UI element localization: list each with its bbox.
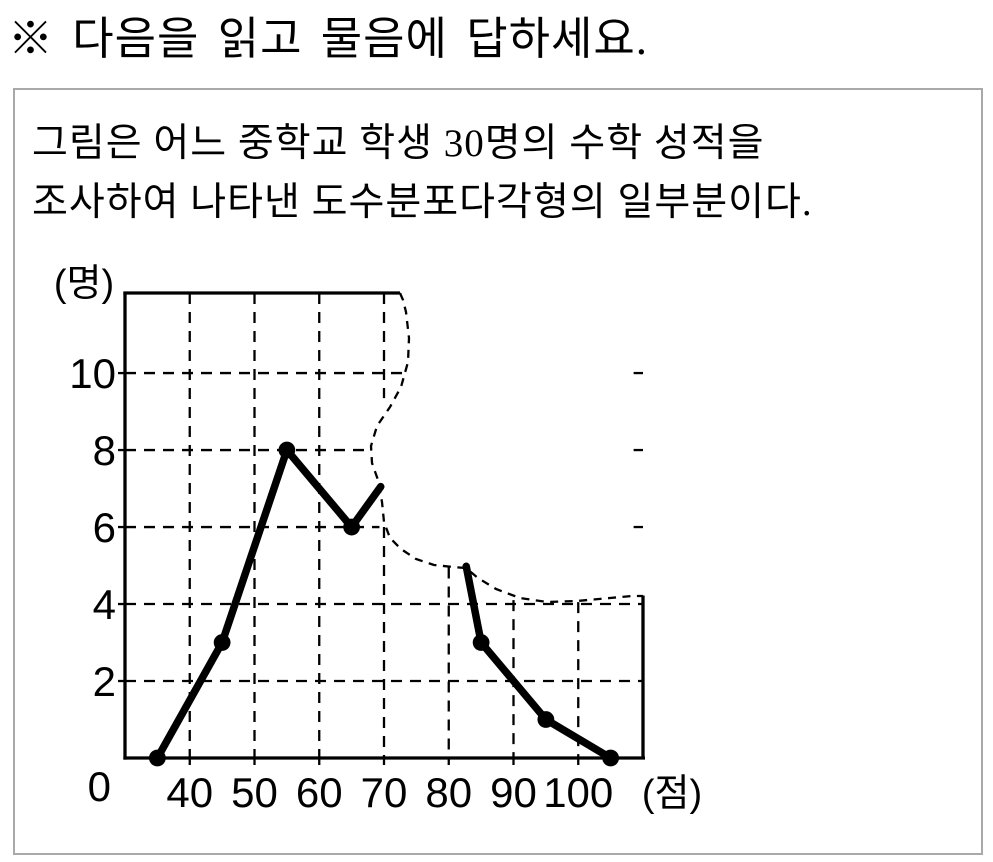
data-point-105-0: [602, 749, 620, 767]
y-tick-label-6: 6: [93, 504, 116, 551]
torn-edge-path: [369, 292, 643, 604]
y-tick-label-8: 8: [93, 427, 116, 474]
x-axis-unit-label: (점): [642, 773, 702, 815]
data-point-45-3: [213, 634, 231, 651]
x-tick-label-50: 50: [231, 769, 278, 816]
y-tick-label-4: 4: [93, 581, 116, 628]
data-polygon: [148, 441, 620, 767]
x-tick-label-60: 60: [296, 769, 343, 816]
data-point-55-8: [278, 441, 296, 459]
problem-text-line1: 그림은 어느 중학교 학생 30명의 수학 성적을: [32, 122, 765, 165]
x-tick-label-80: 80: [425, 769, 472, 816]
data-point-95-1: [537, 711, 555, 728]
x-tick-label-40: 40: [166, 769, 213, 816]
data-point-85-3: [472, 634, 490, 651]
axes: [123, 291, 645, 760]
data-point-35-0: [148, 749, 166, 767]
problem-text-line2: 조사하여 나타낸 도수분포다각형의 일부분이다.: [32, 181, 813, 224]
torn-paper-edge: [369, 292, 643, 604]
x-tick-label-70: 70: [361, 769, 408, 816]
y-tick-label-2: 2: [93, 658, 116, 705]
problem-box: 그림은 어느 중학교 학생 30명의 수학 성적을 조사하여 나타낸 도수분포다…: [13, 88, 983, 855]
origin-label: 0: [88, 763, 111, 810]
instruction-heading: ※ 다음을 읽고 물음에 답하세요.: [8, 14, 649, 64]
data-point-65-6: [343, 518, 361, 536]
y-tick-label-10: 10: [69, 350, 116, 397]
gridlines: [125, 293, 643, 758]
y-axis-unit-label: (명): [54, 263, 114, 305]
x-tick-label-90: 90: [490, 769, 537, 816]
x-tick-label-100: 100: [543, 769, 613, 816]
polygon-segment-2: [462, 562, 615, 762]
